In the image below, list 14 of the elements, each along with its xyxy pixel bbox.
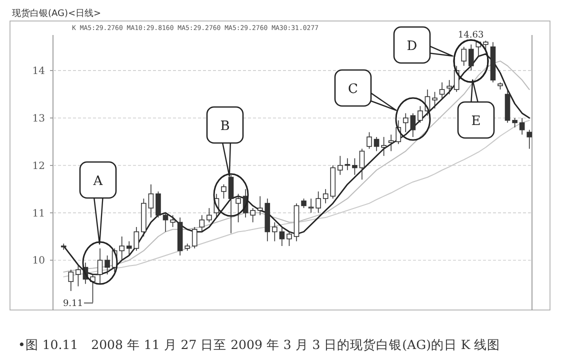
annotation: B — [220, 119, 230, 134]
y-tick-label: 14 — [32, 66, 45, 78]
annotation: 9.11 — [62, 299, 83, 309]
annotation: E — [471, 114, 481, 129]
annotation: 14.63 — [458, 30, 484, 41]
y-tick-label: 10 — [32, 256, 45, 267]
y-tick-label: 11 — [32, 208, 45, 220]
annotation: C — [348, 82, 358, 97]
annotation: •图 10.11 2008 年 11 月 27 日至 2009 年 3 月 3 日的现货白银(AG)的日 K 线图 — [18, 337, 500, 352]
y-tick-label: 12 — [32, 160, 45, 172]
y-tick-label: 13 — [32, 113, 45, 124]
annotation: D — [406, 39, 418, 54]
annotation: A — [93, 174, 103, 189]
title: 现货白银(AG)<日线> — [12, 9, 102, 19]
